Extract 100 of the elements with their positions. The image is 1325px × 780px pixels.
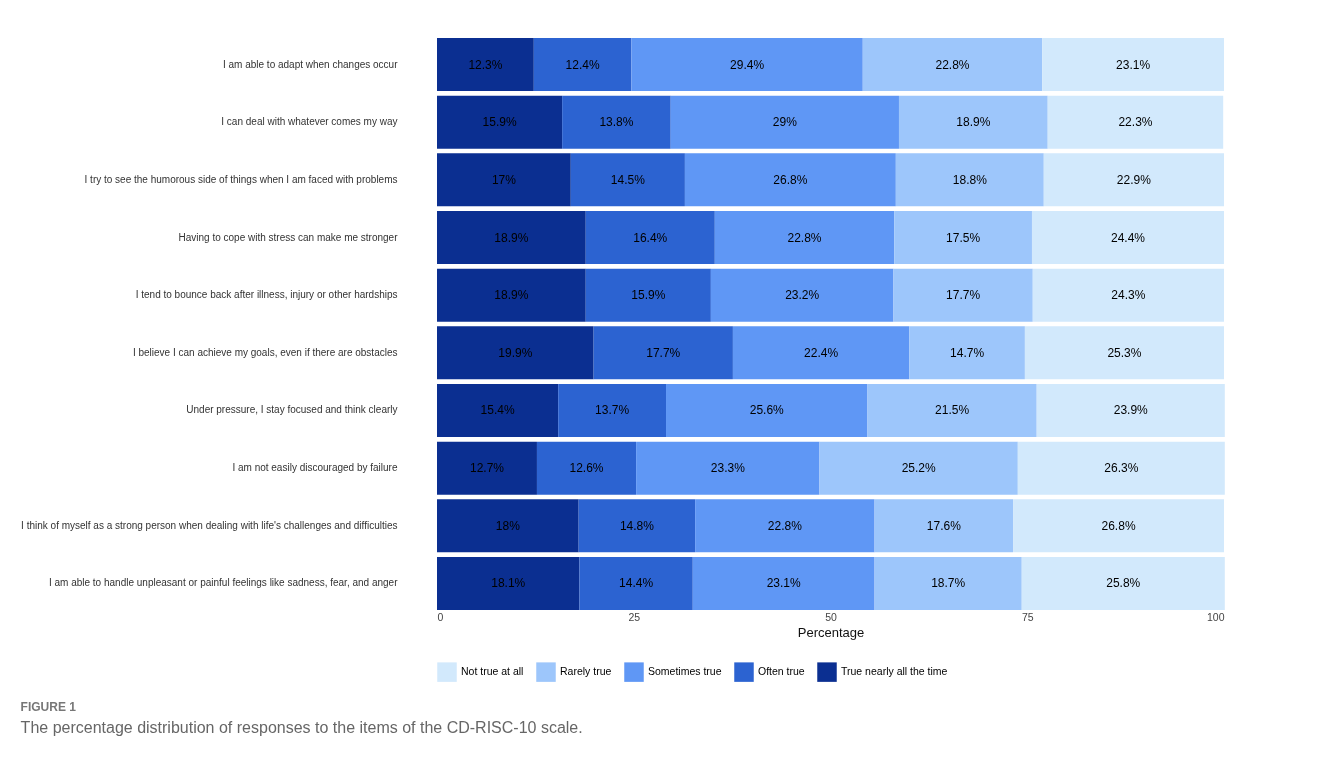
data-label: 12.7% bbox=[469, 461, 505, 476]
data-label: 18.9% bbox=[494, 288, 529, 303]
bar bbox=[437, 556, 580, 610]
bar bbox=[1036, 383, 1225, 438]
data-label: 14.5% bbox=[610, 172, 646, 187]
bar bbox=[710, 268, 894, 322]
y-tick-label: I am not easily discouraged by failure bbox=[232, 462, 398, 474]
bar bbox=[874, 556, 1022, 610]
bar bbox=[874, 499, 1014, 553]
x-axis-title: Percentage bbox=[797, 625, 865, 640]
data-label: 23.2% bbox=[785, 288, 820, 303]
data-label: 17.6% bbox=[926, 518, 962, 533]
legend-label: Sometimes true bbox=[648, 665, 722, 678]
data-label: 13.7% bbox=[595, 403, 630, 418]
data-label: 18.8% bbox=[952, 172, 988, 187]
data-label: 24.4% bbox=[1110, 230, 1146, 245]
bar bbox=[585, 210, 715, 265]
y-tick-label: Under pressure, I stay focused and think clearly bbox=[186, 404, 398, 416]
text: The percentage distribution of responses to the items of the CD-RISC-10 scale. bbox=[20, 719, 583, 736]
data-label: 14.7% bbox=[950, 345, 985, 360]
data-label: 25.8% bbox=[1106, 576, 1141, 591]
bar bbox=[593, 326, 733, 380]
data-label: 18% bbox=[495, 518, 521, 533]
data-label: 29% bbox=[772, 115, 798, 130]
caption: FIGURE 1 bbox=[20, 700, 77, 714]
data-label: 23.1% bbox=[766, 576, 802, 591]
bar bbox=[570, 153, 685, 207]
data-label: 16.4% bbox=[633, 230, 668, 245]
data-label: 23.3% bbox=[710, 461, 746, 476]
x-tick-label: 0 bbox=[437, 610, 444, 623]
bar bbox=[1032, 268, 1224, 322]
bar bbox=[536, 441, 637, 495]
bar bbox=[862, 38, 1043, 92]
data-label: 22.8% bbox=[935, 57, 970, 72]
data-label: 18.9% bbox=[494, 230, 529, 245]
data-label: 29.4% bbox=[730, 57, 765, 72]
data-label: 14.8% bbox=[619, 518, 655, 533]
data-label: 17% bbox=[491, 172, 517, 187]
bar bbox=[1031, 210, 1224, 265]
bar bbox=[533, 38, 632, 92]
data-label: 17.7% bbox=[946, 288, 981, 303]
y-tick-label: I try to see the humorous side of things when I am faced with problems bbox=[84, 173, 398, 185]
bar bbox=[695, 499, 875, 553]
y-tick-label: I am able to handle unpleasant or painful feelings like sadness, fear, and anger bbox=[48, 577, 399, 589]
data-label: 15.9% bbox=[631, 288, 666, 303]
y-tick-label: I am able to adapt when changes occur bbox=[222, 58, 399, 70]
data-label: 12.3% bbox=[468, 57, 503, 72]
bar bbox=[585, 268, 711, 322]
bar bbox=[894, 210, 1032, 265]
y-tick-label: I think of myself as a strong person when dealing with life's challenges and difficulties bbox=[21, 519, 398, 531]
data-label: 15.9% bbox=[482, 115, 517, 130]
bar bbox=[1043, 153, 1224, 207]
legend-label: Not true at all bbox=[461, 665, 524, 678]
bar bbox=[437, 499, 579, 553]
data-label: 23.1% bbox=[1116, 57, 1151, 72]
y-tick-label: I can deal with whatever comes my way bbox=[221, 116, 398, 128]
data-label: 12.6% bbox=[569, 461, 604, 476]
data-label: 23.9% bbox=[1113, 403, 1149, 418]
data-label: 24.3% bbox=[1111, 288, 1146, 303]
bar bbox=[692, 556, 875, 610]
bar bbox=[895, 153, 1044, 207]
data-label: 22.8% bbox=[767, 518, 803, 533]
bar bbox=[631, 38, 863, 92]
x-tick-label: 100 bbox=[1206, 610, 1225, 623]
bar bbox=[437, 153, 571, 207]
x-tick-label: 25 bbox=[628, 610, 641, 623]
bar bbox=[437, 326, 594, 380]
data-label: 19.9% bbox=[498, 345, 533, 360]
data-label: 22.9% bbox=[1116, 172, 1152, 187]
data-label: 15.4% bbox=[480, 403, 515, 418]
data-label: 17.7% bbox=[646, 345, 681, 360]
bar bbox=[1024, 326, 1224, 380]
bar bbox=[714, 210, 895, 265]
bar bbox=[893, 268, 1033, 322]
bar bbox=[898, 95, 1048, 149]
legend-label: Rarely true bbox=[560, 665, 612, 678]
bar bbox=[1013, 499, 1224, 553]
data-label: 21.5% bbox=[935, 403, 970, 418]
data-label: 14.4% bbox=[619, 576, 654, 591]
data-label: 25.6% bbox=[749, 403, 785, 418]
bar bbox=[579, 556, 693, 610]
data-label: 18.9% bbox=[956, 115, 991, 130]
bar bbox=[558, 383, 667, 438]
bar bbox=[562, 95, 671, 149]
y-tick-label: I tend to bounce back after illness, injury or other hardships bbox=[135, 289, 398, 301]
bar bbox=[909, 326, 1025, 380]
data-label: 26.3% bbox=[1104, 461, 1139, 476]
legend-label: Often true bbox=[758, 665, 805, 678]
data-label: 22.8% bbox=[787, 230, 822, 245]
bar bbox=[867, 383, 1037, 438]
data-label: 25.2% bbox=[901, 461, 936, 476]
bar bbox=[437, 95, 563, 149]
bar bbox=[437, 268, 586, 322]
bar bbox=[437, 383, 559, 438]
data-label: 26.8% bbox=[773, 172, 808, 187]
bar bbox=[666, 383, 868, 438]
bar bbox=[1021, 556, 1225, 610]
data-label: 18.7% bbox=[931, 576, 966, 591]
data-label: 12.4% bbox=[565, 57, 600, 72]
data-label: 17.5% bbox=[946, 230, 981, 245]
